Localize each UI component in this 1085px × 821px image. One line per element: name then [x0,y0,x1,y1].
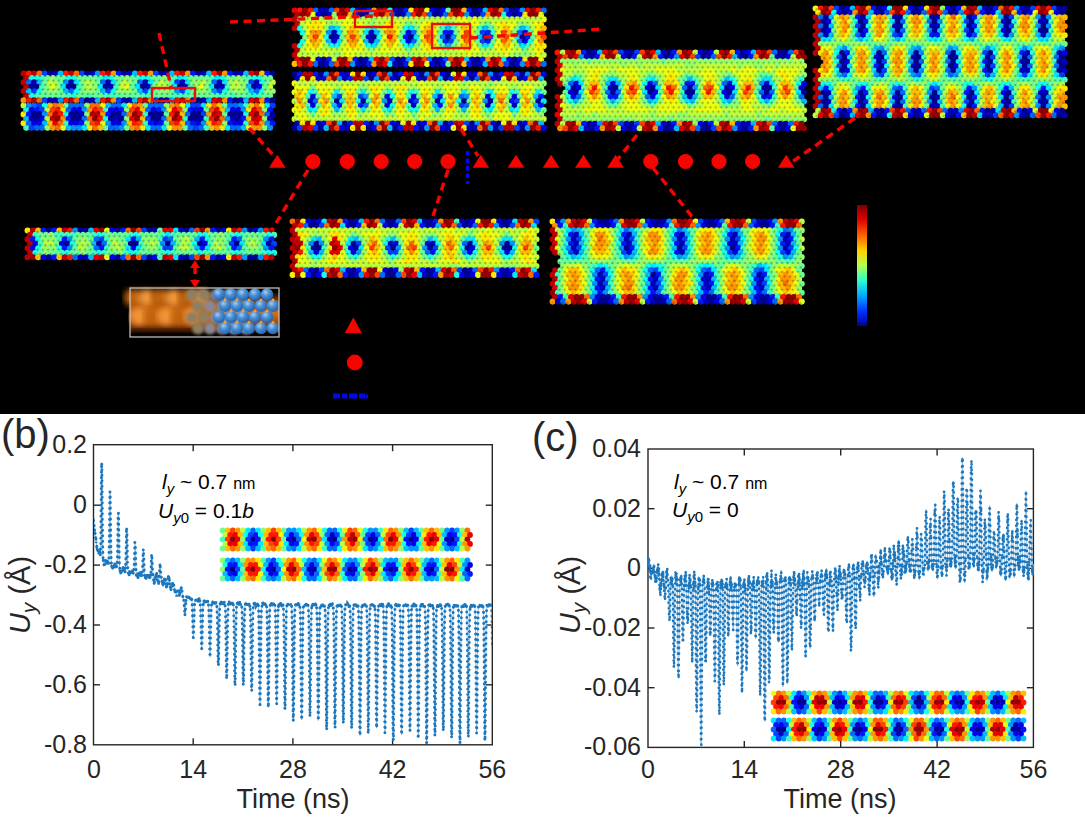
svg-text:0: 0 [627,553,641,581]
svg-text:Time (ns): Time (ns) [237,784,350,814]
svg-text:0.02: 0.02 [592,494,641,522]
svg-text:(b): (b) [1,412,50,456]
svg-text:28: 28 [827,755,855,783]
svg-text:Uy0 = 0: Uy0 = 0 [672,498,739,525]
svg-text:-0.2: -0.2 [44,550,87,578]
svg-text:Uy (Å): Uy (Å) [554,556,590,634]
svg-text:-0.06: -0.06 [584,732,641,760]
svg-text:0.2: 0.2 [52,430,87,458]
svg-text:Uy (Å): Uy (Å) [4,556,40,634]
svg-text:-0.8: -0.8 [44,730,87,758]
svg-text:56: 56 [1019,755,1047,783]
svg-text:-0.04: -0.04 [584,673,641,701]
svg-text:-0.4: -0.4 [44,610,87,638]
svg-text:0: 0 [641,755,655,783]
svg-text:14: 14 [179,755,207,783]
svg-text:14: 14 [730,755,758,783]
svg-text:Uy0 = 0.1b: Uy0 = 0.1b [158,499,254,526]
svg-text:0.04: 0.04 [592,434,641,462]
svg-text:(c): (c) [532,415,579,459]
svg-text:-0.6: -0.6 [44,670,87,698]
svg-text:-0.02: -0.02 [584,613,641,641]
svg-text:28: 28 [279,755,307,783]
svg-text:0: 0 [87,755,101,783]
svg-text:42: 42 [923,755,951,783]
svg-text:56: 56 [478,755,506,783]
svg-text:42: 42 [379,755,407,783]
svg-text:Time (ns): Time (ns) [784,784,897,814]
svg-text:0: 0 [73,490,87,518]
